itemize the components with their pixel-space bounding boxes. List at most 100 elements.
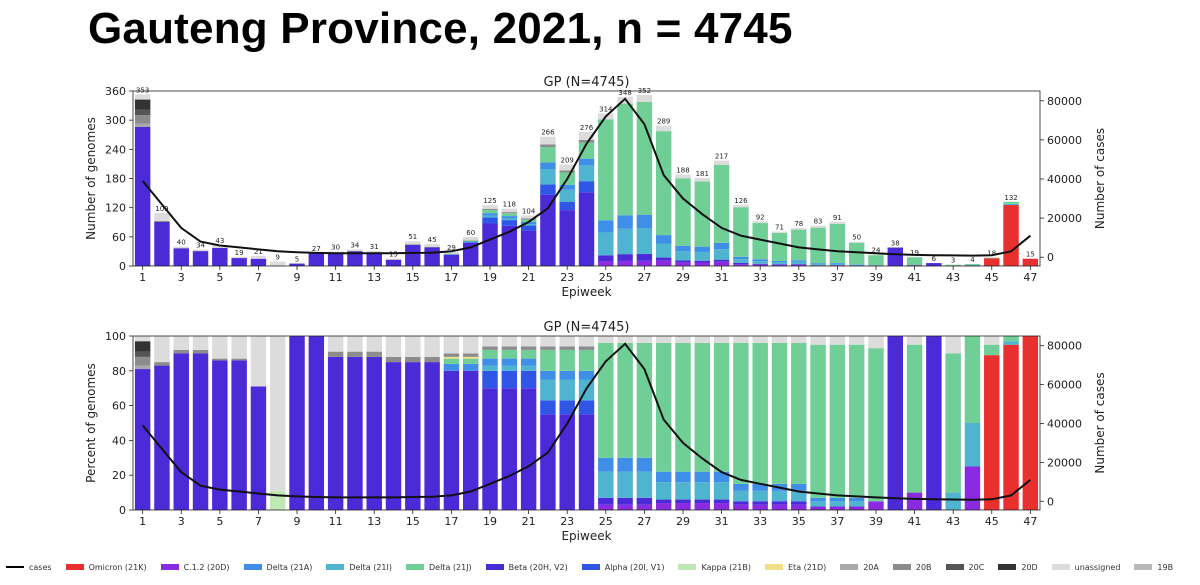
bar-segment xyxy=(675,174,691,179)
bar-segment xyxy=(655,336,672,343)
bar-segment xyxy=(501,225,518,266)
bar-segment xyxy=(385,258,402,260)
bar-segment xyxy=(771,232,788,261)
bar-segment xyxy=(868,501,884,510)
bar-segment xyxy=(829,221,846,224)
x-tick-label: 27 xyxy=(637,271,651,284)
bar-value-label: 3 xyxy=(951,257,955,265)
bar-segment xyxy=(443,353,460,357)
bar-segment xyxy=(192,249,209,251)
bar-segment xyxy=(810,497,826,502)
bar-segment xyxy=(501,358,518,366)
legend-item: C.1.2 (20D) xyxy=(160,563,230,572)
bar-segment xyxy=(848,241,865,243)
bar-segment xyxy=(945,264,961,266)
x-tick-label: 39 xyxy=(869,271,883,284)
bar-segment xyxy=(694,503,711,510)
bar-segment xyxy=(520,336,537,347)
bar-segment xyxy=(655,257,672,261)
chart-title: GP (N=4745) xyxy=(544,75,630,90)
bar-segment xyxy=(134,336,151,342)
bar-segment xyxy=(578,165,595,182)
bar-value-label: 43 xyxy=(215,237,224,245)
bar-segment xyxy=(462,363,479,371)
legend-item: Kappa (21B) xyxy=(678,563,751,572)
bar-segment xyxy=(327,356,344,510)
bar-segment xyxy=(501,208,518,213)
bar-segment xyxy=(713,503,730,510)
legend-label: unassigned xyxy=(1074,562,1121,572)
bar-segment xyxy=(540,169,556,185)
bar-segment xyxy=(598,336,614,343)
bar-segment xyxy=(791,264,807,266)
bar-segment xyxy=(829,497,846,502)
bar-segment xyxy=(598,255,614,262)
bar-segment xyxy=(617,504,633,510)
x-tick-label: 19 xyxy=(483,271,497,284)
bar-segment xyxy=(636,94,653,102)
bar-segment xyxy=(984,336,1000,345)
x-axis-label: Epiweek xyxy=(561,529,611,543)
bar-value-label: 9 xyxy=(275,254,279,262)
bar-segment xyxy=(443,363,460,371)
x-tick-label: 35 xyxy=(792,271,806,284)
bar-segment xyxy=(347,251,363,266)
bar-segment xyxy=(231,358,247,361)
legend-swatch xyxy=(945,564,964,570)
bar-segment xyxy=(1003,344,1019,510)
bar-segment xyxy=(501,220,518,226)
bar-segment xyxy=(771,342,788,484)
bar-segment xyxy=(134,365,151,370)
bar-segment xyxy=(327,351,344,357)
bar-segment xyxy=(540,379,556,401)
bar-segment xyxy=(154,222,170,266)
bar-segment xyxy=(231,336,247,359)
bar-segment xyxy=(462,240,479,242)
bar-segment xyxy=(868,255,884,266)
bar-segment xyxy=(540,336,556,347)
bar-segment xyxy=(173,353,189,510)
y-tick-label: 240 xyxy=(105,143,126,156)
bar-segment xyxy=(559,170,575,173)
bar-segment xyxy=(482,213,498,216)
legend: cases Omicron (21K) C.1.2 (20D) Delta (21A)… xyxy=(0,557,1200,577)
bar-segment xyxy=(501,218,518,221)
bar-segment xyxy=(694,178,711,182)
bar-segment xyxy=(694,262,711,266)
legend-label: Omicron (21K) xyxy=(88,562,147,572)
bar-segment xyxy=(578,192,595,266)
legend-label: Delta (21I) xyxy=(349,562,392,572)
bar-segment xyxy=(598,119,614,221)
bar-segment xyxy=(462,336,479,354)
legend-item: Delta (21I) xyxy=(326,563,392,572)
bar-segment xyxy=(173,336,189,350)
bar-segment xyxy=(308,336,325,510)
x-tick-label: 7 xyxy=(255,271,262,284)
bar-segment xyxy=(405,356,421,363)
bar-value-label: 132 xyxy=(1004,194,1017,202)
legend-label: Beta (20H, V2) xyxy=(508,562,568,572)
bar-segment xyxy=(134,109,151,115)
bar-segment xyxy=(636,471,653,498)
bar-segment xyxy=(501,336,518,347)
bar-segment xyxy=(327,253,344,266)
bar-segment xyxy=(250,386,267,510)
x-tick-label: 13 xyxy=(367,271,381,284)
bar-segment xyxy=(308,252,325,267)
bar-segment xyxy=(212,336,228,359)
bar-segment xyxy=(462,353,479,357)
x-tick-label: 17 xyxy=(444,515,458,528)
bar-segment xyxy=(559,189,575,202)
bar-segment xyxy=(713,249,730,260)
bar-segment xyxy=(540,184,556,195)
legend-item: Delta (21J) xyxy=(406,563,472,572)
bar-segment xyxy=(212,360,228,510)
bar-value-label: 18 xyxy=(987,249,996,257)
legend-swatch xyxy=(6,566,24,568)
bar-segment xyxy=(887,247,903,266)
bar-value-label: 51 xyxy=(408,233,417,241)
bar-segment xyxy=(636,504,653,510)
bar-segment xyxy=(540,349,556,371)
bar-segment xyxy=(810,506,826,510)
bar-segment xyxy=(134,351,151,357)
